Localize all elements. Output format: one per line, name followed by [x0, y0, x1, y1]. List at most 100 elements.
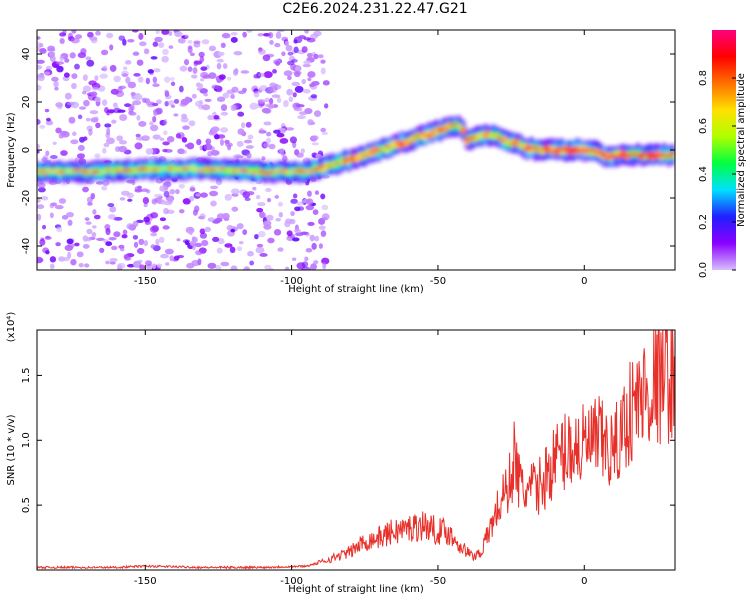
spectrogram-noise-cell: [150, 232, 158, 237]
spectrogram-noise-cell: [255, 194, 261, 200]
spectrogram-noise-cell: [313, 260, 319, 265]
spectrogram-noise-cell: [313, 110, 322, 118]
spectrogram-noise-cell: [38, 258, 44, 262]
spectrogram-noise-cell: [246, 191, 255, 196]
spectrogram-noise-cell: [104, 123, 112, 128]
spectrogram-noise-cell: [52, 141, 57, 145]
spectrogram-noise-cell: [89, 110, 99, 115]
spectrogram-noise-cell: [226, 76, 232, 81]
spectrogram-ridge-cell: [566, 149, 573, 153]
spectrogram-noise-cell: [311, 242, 317, 250]
spectrogram-noise-cell: [220, 104, 228, 112]
spectrogram-noise-cell: [287, 51, 294, 56]
spectrogram-noise-cell: [267, 104, 275, 109]
spectrogram-noise-cell: [245, 145, 255, 149]
spectrogram-noise-cell: [110, 88, 119, 95]
spectrogram-noise-cell: [106, 32, 114, 39]
spectrogram-noise-cell: [267, 237, 275, 244]
spectrogram-noise-cell: [95, 30, 101, 36]
spectrogram-noise-cell: [178, 184, 186, 189]
spectrogram-noise-cell: [82, 186, 89, 193]
spectrogram-noise-cell: [318, 243, 323, 249]
spectrogram-noise-cell: [86, 59, 95, 67]
spectrogram-noise-cell: [184, 58, 190, 66]
spectrogram-noise-cell: [160, 253, 169, 259]
spectrogram-noise-cell: [209, 190, 219, 197]
spectrogram-noise-cell: [122, 38, 127, 46]
spectrogram-noise-cell: [37, 187, 46, 193]
spectrogram-ridge-cell: [513, 140, 520, 144]
spectrogram-noise-cell: [258, 72, 266, 77]
spectrogram-noise-cell: [285, 44, 293, 52]
spectrogram-noise-cell: [259, 128, 264, 134]
spectrogram-noise-cell: [220, 111, 229, 116]
spectrogram-noise-cell: [139, 264, 145, 270]
spectrogram-noise-cell: [135, 219, 144, 223]
spectrogram-noise-cell: [106, 127, 111, 135]
spectrogram-noise-cell: [182, 125, 190, 130]
spectrogram-noise-cell: [176, 238, 181, 242]
spectrogram-noise-cell: [39, 124, 46, 129]
spectrogram-noise-cell: [208, 130, 214, 136]
spectrogram-noise-cell: [237, 128, 245, 135]
spectrogram-noise-cell: [111, 119, 117, 124]
spectrogram-noise-cell: [292, 92, 297, 98]
spectrogram-noise-cell: [124, 103, 132, 108]
spectrogram-noise-cell: [194, 100, 203, 107]
spectrogram-noise-cell: [293, 46, 299, 54]
spectrogram-noise-cell: [274, 194, 280, 199]
spectrogram-noise-cell: [297, 115, 306, 120]
spectrogram-noise-cell: [136, 114, 141, 121]
spectrogram-noise-cell: [291, 59, 298, 63]
spectrogram-noise-cell: [145, 148, 154, 155]
spectrogram-noise-cell: [37, 213, 42, 221]
spectrogram-noise-cell: [179, 85, 184, 93]
spectrogram-noise-cell: [216, 213, 226, 220]
spectrogram-noise-cell: [207, 139, 212, 144]
x-tick-label: -100: [280, 576, 303, 587]
spectrogram-noise-cell: [170, 104, 176, 108]
spectrogram-noise-cell: [188, 195, 195, 202]
spectrogram-noise-cell: [235, 155, 244, 159]
spectrogram-noise-cell: [208, 45, 217, 52]
spectrogram-ridge-cell: [650, 152, 657, 156]
spectrogram-noise-cell: [37, 64, 43, 70]
spectrogram-noise-cell: [67, 101, 75, 106]
spectrogram-noise-cell: [233, 50, 243, 56]
spectrogram-noise-cell: [163, 207, 169, 215]
spectrogram-noise-cell: [224, 193, 232, 201]
spectrogram-noise-cell: [231, 188, 240, 195]
x-tick-label: -50: [430, 576, 446, 587]
spectrogram-noise-cell: [49, 256, 57, 263]
spectrogram-noise-cell: [152, 134, 161, 140]
spectrogram-ridge-cell: [391, 145, 398, 149]
spectrogram-noise-cell: [275, 60, 281, 66]
spectrogram-noise-cell: [109, 257, 118, 262]
spectrogram-noise-cell: [153, 68, 161, 73]
spectrogram-noise-cell: [165, 262, 170, 266]
colorbar-ticks: 0.0 0.2 0.4 0.6 0.8: [698, 70, 736, 278]
spectrogram-noise-cell: [132, 234, 139, 240]
spectrogram-noise-cell: [229, 246, 236, 254]
spectrogram-noise-cell: [207, 150, 213, 157]
spectrogram-noise-cell: [71, 73, 78, 79]
spectrogram-noise-cell: [230, 104, 237, 112]
spectrogram-noise-cell: [259, 253, 268, 257]
spectrogram-noise-cell: [291, 81, 300, 87]
spectrogram-noise-cell: [51, 76, 59, 82]
spectrogram-noise-cell: [71, 82, 77, 90]
spectrogram-noise-cell: [159, 137, 165, 141]
spectrogram-noise-cell: [293, 228, 302, 233]
colorbar-tick-label: 0.4: [698, 166, 709, 182]
spectrogram-panel: -150 -100 -50 0 -40 -20 0 20 40 Height of strai…: [6, 29, 676, 295]
spectrogram-noise-cell: [320, 67, 326, 75]
spectrogram-noise-cell: [210, 200, 217, 207]
spectrogram-noise-cell: [252, 186, 257, 191]
spectrogram-noise-cell: [309, 234, 315, 242]
spectrogram-noise-cell: [257, 33, 264, 37]
spectrogram-noise-cell: [169, 77, 175, 82]
spectrogram-noise-cell: [322, 216, 328, 221]
spectrogram-noise-cell: [273, 129, 281, 134]
spectrogram-noise-cell: [44, 108, 50, 113]
spectrogram-noise-cell: [294, 71, 301, 78]
